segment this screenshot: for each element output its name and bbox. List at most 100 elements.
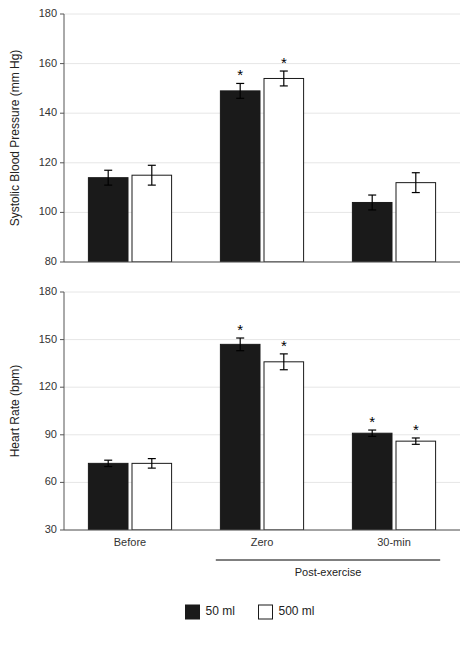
error-bar: [368, 195, 376, 210]
error-cap: [104, 185, 112, 186]
grid-line: [64, 292, 460, 293]
y-tick: [60, 14, 64, 15]
grid-line: [64, 262, 460, 263]
y-tick: [60, 482, 64, 483]
y-tick: [60, 339, 64, 340]
error-bar: [280, 71, 288, 86]
error-line: [415, 173, 416, 193]
marks: [88, 71, 435, 262]
bar: [220, 344, 260, 530]
bar: [352, 202, 392, 262]
significance-label: *: [237, 321, 243, 338]
panel: 30 60 90 120 150 180 Heart Rate (bpm) * * * * Befor…: [8, 285, 460, 619]
error-cap: [412, 172, 420, 173]
y-axis: [64, 14, 65, 262]
y-tick-label: 150: [39, 333, 57, 345]
y-tick: [60, 212, 64, 213]
significance-label: *: [237, 66, 243, 83]
legend-swatch: [186, 605, 200, 619]
error-cap: [368, 194, 376, 195]
error-bar: [104, 460, 112, 466]
error-bar: [412, 438, 420, 444]
error-cap: [236, 98, 244, 99]
error-bar: [148, 165, 156, 185]
error-cap: [280, 85, 288, 86]
y-axis-label: Heart Rate (bpm): [8, 365, 22, 458]
y-tick-label: 90: [45, 428, 57, 440]
x-tick-label: Before: [114, 536, 146, 548]
x-axis: [64, 262, 460, 263]
y-axis-label: Systolic Blood Pressure (mm Hg): [8, 50, 22, 227]
significance-label: *: [413, 421, 419, 438]
y-tick-label: 120: [39, 156, 57, 168]
grid-line: [64, 162, 460, 163]
error-bar: [236, 338, 244, 351]
grid-line: [64, 530, 460, 531]
y-tick: [60, 434, 64, 435]
legend: 50 ml 500 ml: [186, 604, 315, 619]
bracket: [216, 560, 440, 561]
error-bar: [236, 83, 244, 98]
error-bar: [148, 459, 156, 469]
y-tick: [60, 162, 64, 163]
error-line: [108, 170, 109, 185]
y-tick: [60, 262, 64, 263]
y-tick-label: 180: [39, 285, 57, 297]
bar: [396, 441, 436, 530]
y-tick: [60, 292, 64, 293]
error-line: [283, 71, 284, 86]
error-bar: [280, 354, 288, 370]
error-cap: [412, 444, 420, 445]
y-tick: [60, 63, 64, 64]
error-bar: [368, 430, 376, 436]
bar: [132, 175, 172, 262]
grid-line: [64, 434, 460, 435]
y-tick: [60, 387, 64, 388]
panel: 80100120140160180Systolic Blood Pressure…: [8, 7, 460, 267]
bar: [220, 91, 260, 262]
error-line: [372, 195, 373, 210]
error-cap: [280, 369, 288, 370]
bar: [352, 433, 392, 530]
error-line: [240, 83, 241, 98]
x-tick-label: Zero: [251, 536, 274, 548]
grid-line: [64, 63, 460, 64]
figure: 80100120140160180Systolic Blood Pressure…: [0, 0, 474, 660]
error-line: [283, 354, 284, 370]
error-cap: [148, 468, 156, 469]
y-tick-label: 30: [45, 523, 57, 535]
significance-label: *: [281, 54, 287, 71]
error-cap: [148, 185, 156, 186]
error-cap: [148, 458, 156, 459]
bar: [88, 463, 128, 530]
error-line: [240, 338, 241, 351]
significance-label: *: [369, 413, 375, 430]
legend-swatch: [259, 605, 273, 619]
significance-label: *: [281, 337, 287, 354]
error-cap: [412, 192, 420, 193]
y-tick-label: 60: [45, 475, 57, 487]
error-bar: [412, 173, 420, 193]
marks: [88, 338, 435, 530]
y-tick-label: 180: [39, 7, 57, 19]
legend-label: 500 ml: [279, 604, 315, 618]
error-line: [108, 460, 109, 466]
error-line: [151, 165, 152, 185]
legend-label: 50 ml: [206, 604, 235, 618]
error-cap: [236, 350, 244, 351]
y-tick-label: 100: [39, 205, 57, 217]
error-cap: [148, 165, 156, 166]
y-axis: [64, 292, 65, 530]
bar: [88, 178, 128, 262]
y-tick: [60, 113, 64, 114]
x-tick-label: 30-min: [377, 536, 411, 548]
grid-line: [64, 113, 460, 114]
error-cap: [368, 436, 376, 437]
bar: [264, 78, 304, 262]
y-tick-label: 160: [39, 57, 57, 69]
x-axis: [64, 530, 460, 531]
error-cap: [104, 466, 112, 467]
bar: [264, 362, 304, 530]
y-tick: [60, 530, 64, 531]
y-tick-label: 120: [39, 380, 57, 392]
